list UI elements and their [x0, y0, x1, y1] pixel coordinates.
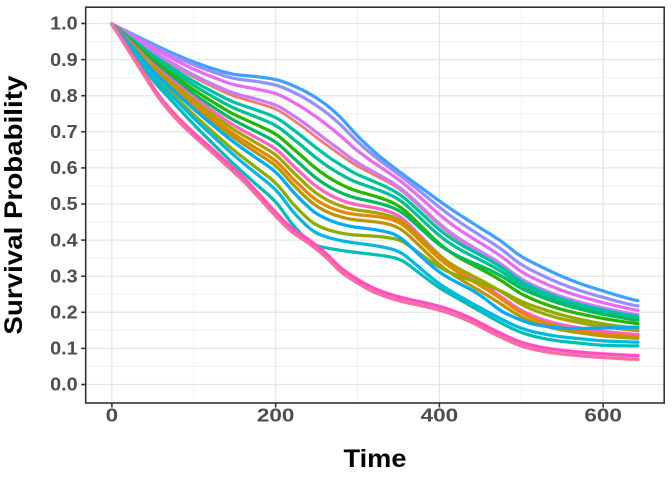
svg-text:0: 0 — [106, 406, 119, 426]
svg-text:0.2: 0.2 — [50, 303, 78, 323]
svg-text:0.5: 0.5 — [50, 194, 78, 214]
svg-text:0.8: 0.8 — [50, 86, 78, 106]
svg-text:0.3: 0.3 — [50, 266, 78, 286]
svg-text:400: 400 — [421, 406, 459, 426]
svg-text:200: 200 — [257, 406, 295, 426]
svg-text:0.1: 0.1 — [50, 339, 78, 359]
svg-text:1.0: 1.0 — [50, 14, 78, 34]
svg-text:600: 600 — [584, 406, 622, 426]
svg-text:0.7: 0.7 — [50, 122, 78, 142]
svg-text:0.4: 0.4 — [50, 230, 78, 250]
svg-text:0.0: 0.0 — [50, 375, 78, 395]
svg-text:0.9: 0.9 — [50, 50, 78, 70]
svg-text:Time: Time — [344, 445, 407, 473]
svg-text:0.6: 0.6 — [50, 158, 78, 178]
svg-text:Survival Probability: Survival Probability — [0, 76, 28, 335]
